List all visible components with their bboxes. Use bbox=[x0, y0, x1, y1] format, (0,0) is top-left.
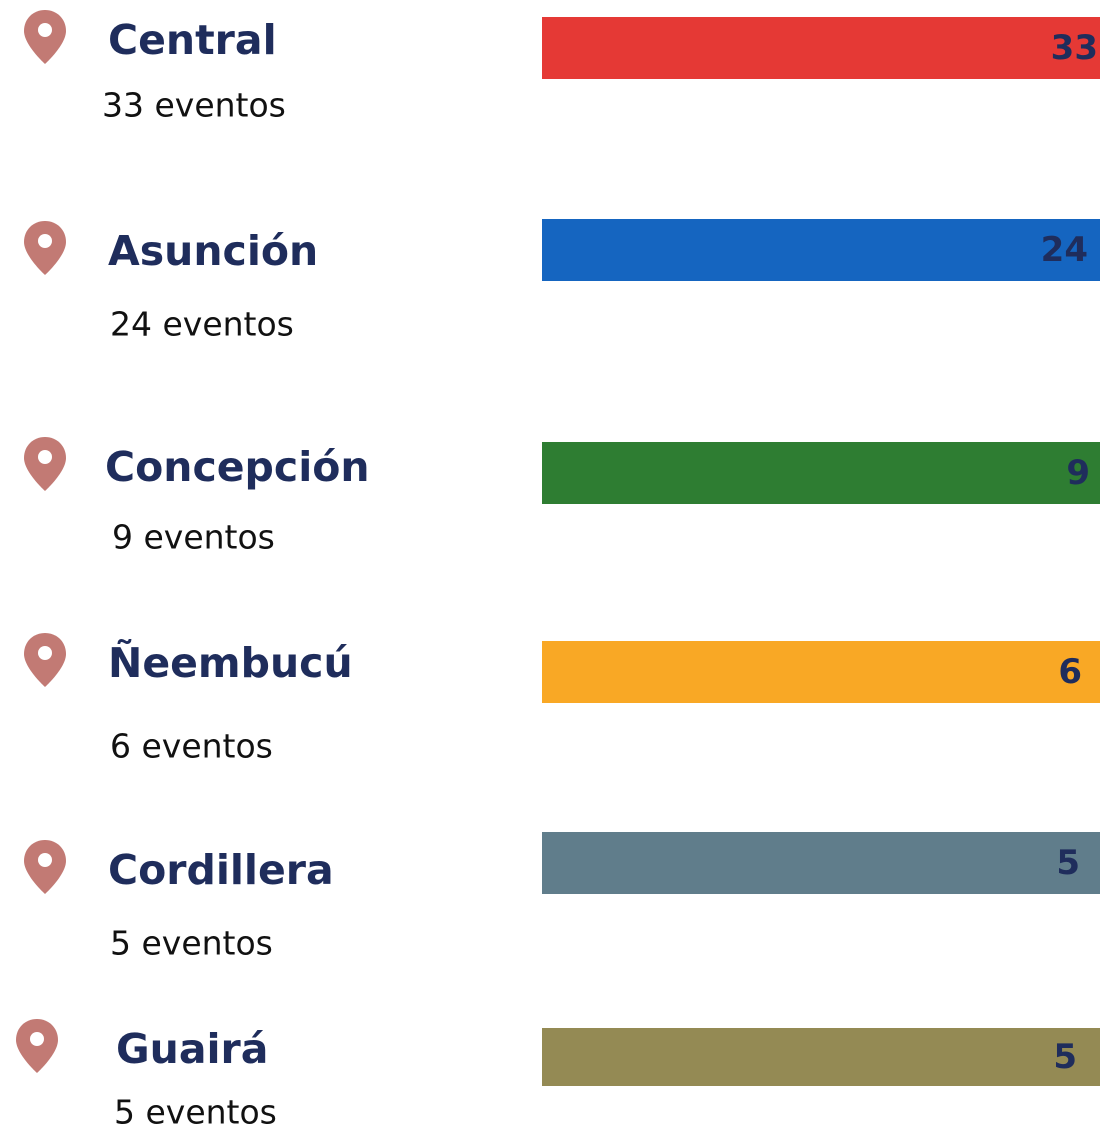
bar-label: 9 bbox=[1066, 453, 1090, 493]
bar-label: 5 bbox=[1056, 843, 1080, 883]
region-name: Central bbox=[108, 16, 277, 64]
region-name: Asunción bbox=[108, 227, 319, 275]
bar-label: 5 bbox=[1053, 1037, 1077, 1077]
event-count: 9 eventos bbox=[112, 517, 275, 557]
region-name: Cordillera bbox=[108, 846, 334, 894]
event-count: 33 eventos bbox=[102, 85, 286, 125]
bar bbox=[542, 1028, 1100, 1086]
event-count: 5 eventos bbox=[110, 923, 273, 963]
event-count: 24 eventos bbox=[110, 304, 294, 344]
bar bbox=[542, 219, 1100, 281]
pin-icon bbox=[16, 1019, 58, 1073]
bar bbox=[542, 442, 1100, 504]
pin-icon bbox=[24, 437, 66, 491]
pin-icon bbox=[24, 10, 66, 64]
bar-label: 24 bbox=[1040, 230, 1088, 270]
pin-icon bbox=[24, 221, 66, 275]
bar bbox=[542, 832, 1100, 894]
region-name: Ñeembucú bbox=[108, 639, 353, 687]
bar bbox=[542, 641, 1100, 703]
bar-label: 33 bbox=[1050, 28, 1098, 68]
pin-icon bbox=[24, 840, 66, 894]
pin-icon bbox=[24, 633, 66, 687]
region-name: Concepción bbox=[105, 443, 370, 491]
region-name: Guairá bbox=[116, 1025, 269, 1073]
bar-label: 6 bbox=[1058, 652, 1082, 692]
bar bbox=[542, 17, 1100, 79]
event-count: 6 eventos bbox=[110, 726, 273, 766]
event-count: 5 eventos bbox=[114, 1092, 277, 1132]
